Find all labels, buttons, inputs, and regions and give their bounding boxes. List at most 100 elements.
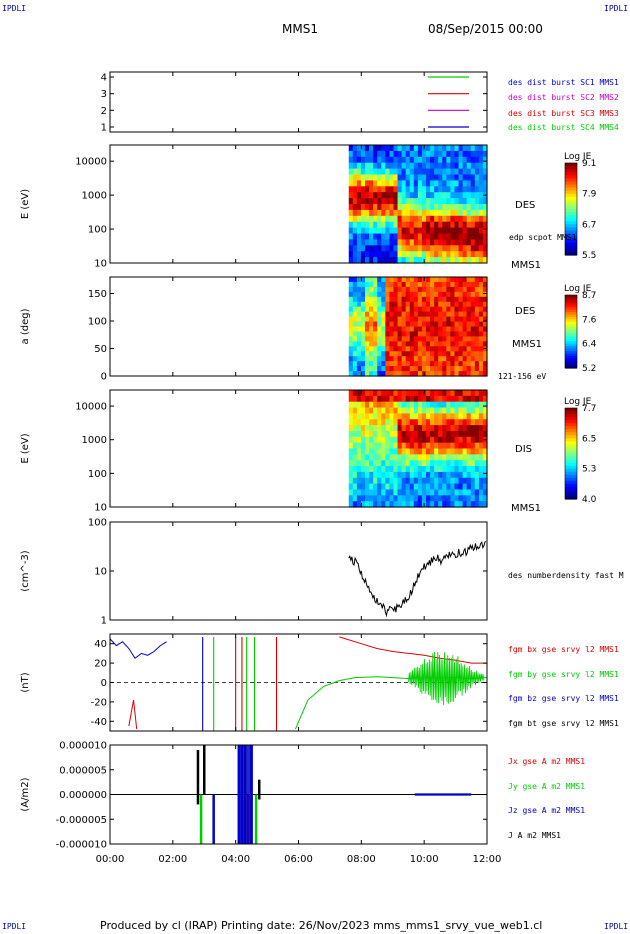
spectrogram-cell — [454, 477, 460, 485]
spectrogram-cell — [450, 407, 456, 414]
spectrogram-cell — [369, 419, 374, 426]
spectrogram-cell — [426, 186, 431, 193]
spectrogram-cell — [462, 331, 468, 337]
spectrogram-cell — [356, 286, 362, 293]
spectrogram-cell — [446, 366, 452, 372]
spectrogram-cell — [401, 215, 407, 223]
spectrogram-cell — [454, 239, 460, 246]
spectrogram-cell — [348, 239, 354, 246]
colorbar-cell — [565, 429, 577, 433]
spectrogram-cell — [377, 321, 382, 328]
spectrogram-cell — [365, 442, 370, 450]
spectrogram-cell — [474, 401, 480, 409]
spectrogram-cell — [405, 430, 411, 438]
spectrogram-cell — [421, 306, 427, 313]
spectrogram-cell — [421, 361, 427, 367]
y-axis-label: a (deg) — [20, 308, 31, 344]
spectrogram-cell — [417, 174, 423, 181]
spectrogram-cell — [466, 156, 472, 164]
panel-5 — [109, 521, 488, 621]
spectrogram-cell — [397, 221, 403, 229]
colorbar-cell — [565, 468, 577, 473]
spectrogram-cell — [385, 321, 391, 328]
spectrogram-cell — [470, 425, 476, 432]
spectrogram-cell — [478, 483, 484, 491]
spectrogram-cell — [360, 257, 366, 264]
spectrogram-cell — [417, 311, 423, 318]
spectrogram-cell — [454, 233, 460, 240]
spectrogram-cell — [442, 306, 447, 313]
spectrogram-cell — [373, 215, 378, 223]
spectrogram-cell — [369, 460, 374, 467]
spectrogram-cell — [352, 401, 358, 409]
colorbar-cell — [565, 462, 577, 467]
spectrogram-cell — [373, 361, 378, 367]
spectrogram-cell — [438, 186, 443, 193]
spectrogram-cell — [430, 366, 435, 372]
spectrogram-cell — [356, 321, 362, 328]
spectrogram-cell — [348, 495, 354, 502]
spectrogram-cell — [446, 331, 452, 337]
spectrogram-cell — [377, 311, 382, 318]
spectrogram-cell — [409, 448, 415, 455]
spectrogram-cell — [458, 501, 464, 508]
spectrogram-cell — [417, 495, 423, 502]
colorbar-cell — [565, 459, 577, 464]
spectrogram-cell — [438, 145, 443, 152]
spectrogram-cell — [426, 413, 431, 420]
spectrogram-cell — [417, 168, 423, 176]
spectrogram-cell — [438, 448, 443, 455]
spectrogram-cell — [389, 306, 395, 313]
colorbar-cell — [565, 193, 577, 198]
spectrogram-cell — [397, 296, 403, 303]
spectrogram-cell — [381, 156, 386, 164]
spectrogram-cell — [401, 495, 407, 502]
spectrogram-cell — [474, 186, 480, 193]
spectrogram-cell — [442, 454, 447, 461]
spectrogram-cell — [397, 321, 403, 328]
spectrogram-cell — [373, 425, 378, 432]
colorbar-tick-label: 8.7 — [582, 291, 596, 301]
panel-1 — [109, 71, 488, 133]
spectrogram-cell — [474, 407, 480, 414]
spectrogram-cell — [450, 174, 456, 181]
spectrogram-cell — [417, 436, 423, 444]
spectrogram-cell — [470, 366, 476, 372]
spectrogram-cell — [352, 245, 358, 252]
spectrogram-cell — [373, 150, 378, 158]
spectrogram-cell — [360, 227, 366, 235]
spectrogram-cell — [470, 401, 476, 409]
spectrogram-cell — [413, 291, 419, 298]
spectrogram-cell — [417, 233, 423, 240]
spectrogram-cell — [352, 311, 358, 318]
spectrogram-cell — [389, 460, 395, 467]
spectrogram-cell — [389, 245, 395, 252]
colorbar-cell — [565, 355, 577, 359]
spectrogram-cell — [348, 316, 354, 323]
spectrogram-cell — [389, 227, 395, 235]
spectrogram-cell — [430, 489, 435, 496]
spectrogram-cell — [438, 204, 443, 211]
spectrogram-cell — [482, 316, 488, 323]
spectrogram-cell — [430, 281, 435, 288]
y-tick-label: 4 — [101, 73, 107, 84]
spectrogram-cell — [348, 221, 354, 229]
spectrogram-cell — [389, 174, 395, 181]
spectrogram-cell — [356, 301, 362, 308]
spectrogram-cell — [377, 371, 382, 377]
spectrogram-cell — [442, 495, 447, 502]
spectrogram-cell — [352, 186, 358, 193]
spectrogram-cell — [405, 168, 411, 176]
spectrogram-cell — [393, 401, 399, 409]
spectrogram-cell — [438, 180, 443, 187]
spectrogram-cell — [458, 286, 464, 293]
spectrogram-cell — [405, 221, 411, 229]
spectrogram-cell — [381, 180, 386, 187]
spectrogram-cell — [450, 301, 456, 308]
spectrogram-cell — [426, 489, 431, 496]
spectrogram-cell — [413, 501, 419, 508]
x-tick-label: 08:00 — [347, 854, 376, 865]
spectrogram-cell — [430, 395, 435, 403]
spectrogram-cell — [352, 174, 358, 181]
spectrogram-cell — [348, 401, 354, 409]
